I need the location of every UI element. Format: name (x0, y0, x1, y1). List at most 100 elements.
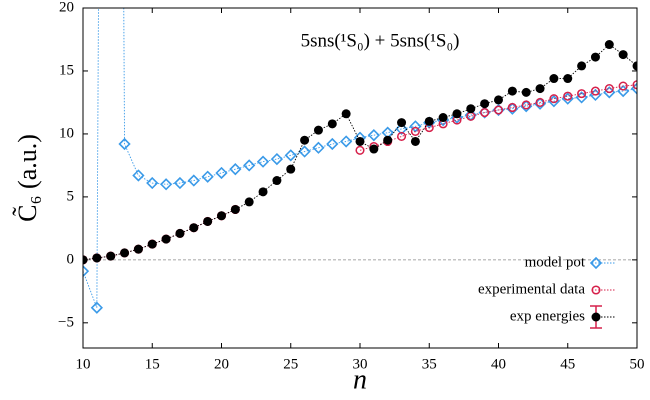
data-point (577, 61, 587, 71)
data-point (438, 113, 448, 123)
data-point (83, 255, 88, 265)
x-tick-label: 35 (422, 356, 437, 372)
data-point (284, 149, 297, 162)
data-point (618, 81, 628, 91)
data-point (92, 253, 102, 263)
data-point (272, 176, 282, 186)
x-tick-label: 30 (353, 356, 368, 372)
data-point (83, 265, 90, 278)
data-point (367, 129, 380, 142)
series-line (359, 84, 637, 151)
data-point (217, 211, 226, 221)
data-point (203, 216, 213, 226)
data-point (187, 174, 200, 187)
data-point (480, 107, 490, 118)
data-point (590, 52, 600, 62)
legend-marker (589, 256, 603, 270)
data-point (244, 197, 254, 207)
x-tick-label: 15 (145, 356, 160, 372)
data-point (313, 125, 323, 135)
data-point (312, 141, 325, 154)
data-point (189, 223, 199, 233)
data-point (147, 239, 157, 249)
x-tick-label: 10 (76, 356, 91, 372)
data-point (159, 178, 173, 191)
x-tick-label: 20 (214, 356, 229, 372)
series-line (83, 209, 236, 261)
legend-label: exp energies (510, 308, 585, 324)
data-point (286, 164, 296, 174)
data-point (493, 105, 504, 115)
data-point (424, 116, 434, 126)
legend-label: model pot (525, 254, 586, 270)
data-point (410, 126, 420, 136)
data-point (563, 91, 573, 101)
y-tick-label: 20 (59, 0, 74, 15)
data-point (563, 74, 573, 84)
data-point (300, 135, 310, 145)
x-tick-label: 25 (283, 356, 298, 372)
data-point (229, 163, 242, 176)
data-point (298, 145, 311, 158)
data-point (340, 135, 353, 148)
data-point (590, 86, 601, 96)
data-point (230, 204, 240, 214)
data-point (215, 166, 228, 180)
data-point (494, 95, 503, 105)
data-point (410, 136, 420, 146)
plot-area (83, 8, 637, 314)
data-point (90, 301, 103, 314)
data-point (133, 244, 143, 254)
data-point (132, 169, 145, 182)
data-point (480, 99, 490, 109)
legend-marker (591, 285, 601, 295)
data-point (507, 86, 517, 96)
data-point (521, 100, 531, 110)
data-point (369, 144, 379, 154)
y-tick-label: −5 (58, 314, 74, 330)
data-point (120, 248, 130, 258)
data-point (507, 102, 517, 113)
data-point (604, 40, 614, 50)
data-point (549, 74, 559, 84)
data-point (618, 50, 628, 60)
data-point (175, 228, 185, 238)
data-point (201, 170, 214, 183)
data-point (632, 61, 637, 71)
data-point (466, 104, 476, 114)
data-point (173, 176, 187, 190)
x-tick-label: 40 (491, 356, 506, 372)
data-point (270, 152, 284, 166)
data-point (604, 84, 614, 94)
data-point (161, 234, 171, 244)
data-point (397, 131, 407, 141)
x-axis-label: n (353, 364, 367, 395)
y-tick-label: 10 (59, 125, 74, 141)
y-tick-label: 0 (67, 251, 75, 267)
data-point (521, 87, 531, 97)
data-point (341, 109, 351, 119)
data-point (355, 145, 365, 155)
data-point (355, 136, 365, 146)
data-point (397, 118, 407, 128)
x-tick-label: 45 (560, 356, 575, 372)
data-point (535, 84, 545, 94)
data-point (256, 155, 270, 168)
data-point (549, 94, 559, 104)
data-point (632, 80, 637, 90)
data-point (243, 159, 256, 172)
annotation: 5sns(¹S₀) + 5sns(¹S₀) (301, 30, 460, 51)
data-point (577, 89, 587, 99)
plot-frame (82, 7, 638, 349)
y-tick-label: 15 (59, 62, 74, 78)
y-tick-label: 5 (67, 188, 75, 204)
legend-label: experimental data (478, 281, 585, 297)
x-tick-label: 50 (630, 356, 645, 372)
data-point (617, 84, 630, 98)
data-point (326, 137, 339, 151)
data-point (327, 119, 337, 129)
data-point (535, 97, 545, 107)
data-point (452, 109, 462, 119)
data-point (258, 187, 268, 197)
